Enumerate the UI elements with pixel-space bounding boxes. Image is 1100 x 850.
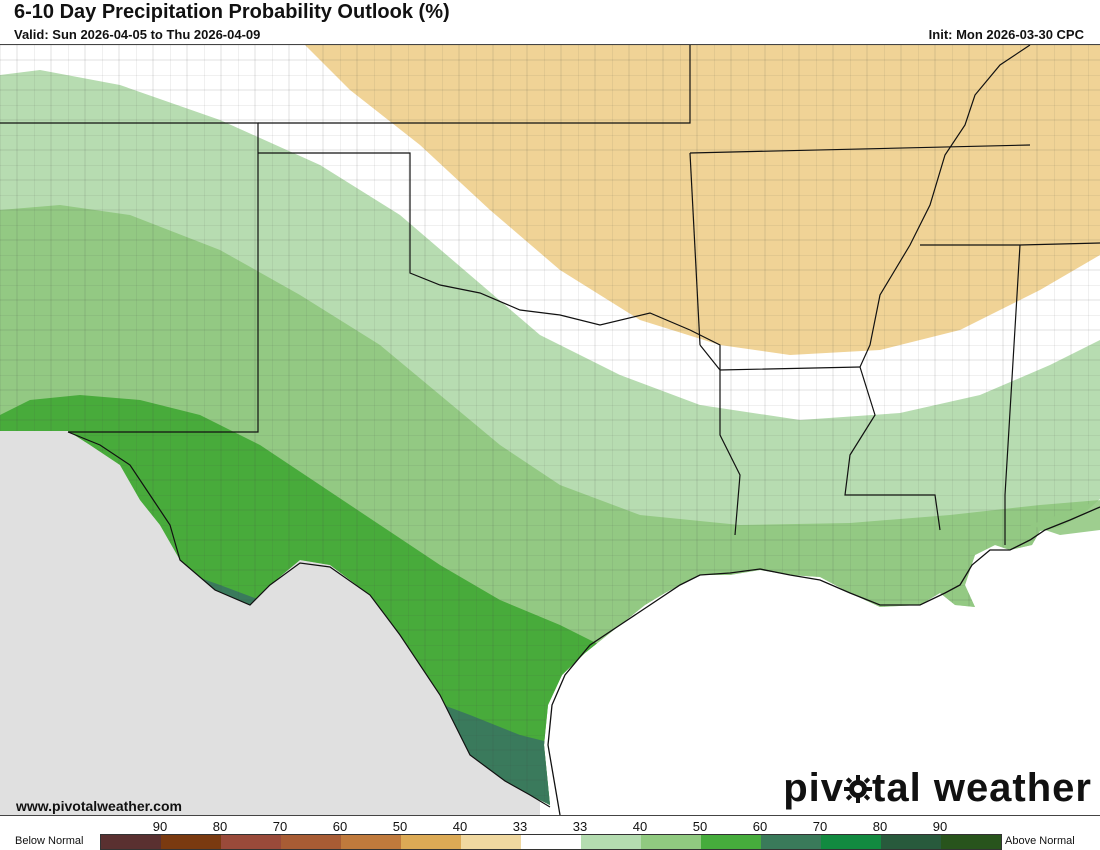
legend-tick-label: 60 bbox=[752, 819, 768, 834]
legend-swatch bbox=[941, 835, 1001, 849]
brand-logo: piv tal weather bbox=[783, 766, 1092, 811]
legend-swatch bbox=[341, 835, 401, 849]
legend-tick-label: 50 bbox=[392, 819, 408, 834]
legend-tick-label: 90 bbox=[152, 819, 168, 834]
rio-grande bbox=[67, 431, 551, 808]
legend-swatch bbox=[701, 835, 761, 849]
legend-swatch bbox=[401, 835, 461, 849]
gulf-coastline bbox=[547, 506, 1100, 815]
legend-swatch bbox=[581, 835, 641, 849]
legend-above-label: Above Normal bbox=[1005, 835, 1075, 847]
legend-swatch bbox=[281, 835, 341, 849]
gear-icon bbox=[844, 775, 873, 803]
legend-tick-label: 80 bbox=[872, 819, 888, 834]
legend-tick-label: 50 bbox=[692, 819, 708, 834]
map-title: 6-10 Day Precipitation Probability Outlo… bbox=[14, 1, 450, 23]
legend-swatch bbox=[821, 835, 881, 849]
legend-tick-label: 33 bbox=[572, 819, 588, 834]
brand-right: tal weather bbox=[872, 766, 1092, 810]
legend-swatch bbox=[221, 835, 281, 849]
legend-tick-label: 60 bbox=[332, 819, 348, 834]
legend-swatch bbox=[101, 835, 161, 849]
state-borders bbox=[0, 45, 1100, 545]
legend-below-label: Below Normal bbox=[15, 835, 84, 847]
legend-swatch bbox=[881, 835, 941, 849]
legend-tick-label: 40 bbox=[632, 819, 648, 834]
legend-tick-label: 33 bbox=[512, 819, 528, 834]
website-url: www.pivotalweather.com bbox=[16, 798, 182, 814]
legend-swatch bbox=[761, 835, 821, 849]
brand-left: piv bbox=[783, 766, 845, 810]
legend-tick-label: 70 bbox=[272, 819, 288, 834]
legend-swatch bbox=[641, 835, 701, 849]
legend: Below Normal 90 80 70 60 50 40 33 33 40 50 60 70 80 9… bbox=[0, 818, 1100, 850]
init-time: Init: Mon 2026-03-30 CPC bbox=[928, 27, 1084, 42]
legend-tick-label: 80 bbox=[212, 819, 228, 834]
legend-swatch bbox=[461, 835, 521, 849]
legend-tick-label: 70 bbox=[812, 819, 828, 834]
legend-color-bar bbox=[100, 834, 1002, 850]
valid-period: Valid: Sun 2026-04-05 to Thu 2026-04-09 bbox=[14, 27, 261, 42]
legend-tick-label: 90 bbox=[932, 819, 948, 834]
legend-tick-label: 40 bbox=[452, 819, 468, 834]
legend-swatch bbox=[161, 835, 221, 849]
legend-swatch bbox=[521, 835, 581, 849]
precipitation-map bbox=[0, 44, 1100, 816]
